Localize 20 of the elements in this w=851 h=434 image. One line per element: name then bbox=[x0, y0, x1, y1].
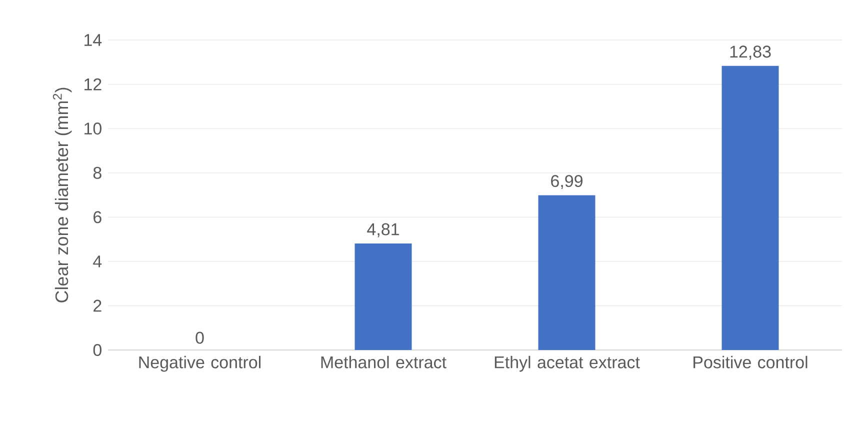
data-label: 0 bbox=[196, 332, 204, 344]
y-axis-title: Clear zone diameter (mm$^{2}$) bbox=[52, 88, 72, 302]
y-tick-label: 0 bbox=[93, 344, 102, 356]
y-tick-label: 4 bbox=[93, 256, 102, 268]
x-tick-label: Ethyl acetat extract bbox=[494, 356, 640, 372]
y-tick-label: 8 bbox=[93, 166, 102, 179]
bar bbox=[354, 243, 412, 350]
y-tick-label: 6 bbox=[94, 211, 102, 224]
x-tick-label: Methanol extract bbox=[321, 356, 446, 368]
data-label: 6,99 bbox=[551, 174, 582, 190]
bar bbox=[538, 195, 596, 350]
x-tick-label: Negative control bbox=[139, 356, 260, 372]
data-label: 12,83 bbox=[730, 46, 771, 60]
y-tick-label: 10 bbox=[84, 122, 102, 135]
y-tick-label: 14 bbox=[84, 34, 102, 46]
bar bbox=[722, 66, 779, 350]
data-label: 4,81 bbox=[367, 223, 399, 238]
x-tick-label: Positive control bbox=[694, 356, 808, 368]
y-tick-label: 2 bbox=[94, 300, 102, 312]
y-tick-label: 12 bbox=[84, 78, 102, 90]
